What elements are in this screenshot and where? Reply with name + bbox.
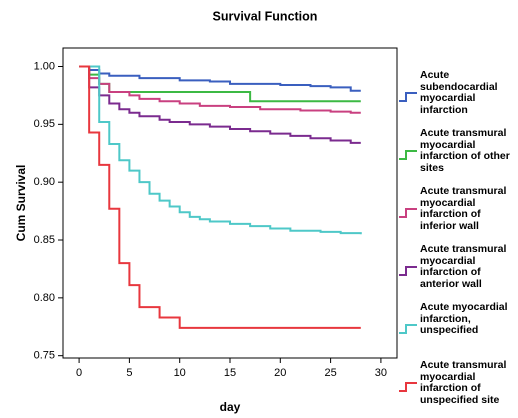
x-tick-label: 30 (375, 367, 387, 379)
legend-swatch (399, 382, 417, 392)
x-tick-label: 15 (224, 367, 236, 379)
chart-title: Survival Function (213, 9, 318, 23)
legend-label: Acute transmural myocardial infarction o… (420, 243, 507, 290)
legend-swatch (399, 266, 417, 276)
x-tick-label: 5 (126, 367, 132, 379)
legend-item: Acute transmural myocardial infarction o… (398, 359, 516, 417)
y-axis-label: Cum Survival (14, 165, 28, 242)
legend-item: Acute transmural myocardial infarction o… (398, 185, 516, 243)
legend-label: Acute transmural myocardial infarction o… (420, 127, 510, 174)
survival-line (79, 65, 361, 114)
y-tick-label: 0.80 (34, 292, 55, 304)
survival-line (79, 65, 361, 144)
legend-item: Acute subendocardial myocardial infarcti… (398, 69, 516, 127)
x-tick-label: 20 (274, 367, 286, 379)
legend-item: Acute transmural myocardial infarction o… (398, 127, 516, 185)
y-tick-label: 0.75 (34, 350, 55, 362)
y-tick-label: 0.90 (34, 176, 55, 188)
legend-item: Acute myocardial infarction, unspecified (398, 301, 516, 359)
x-tick-label: 25 (324, 367, 336, 379)
legend-swatch (399, 150, 417, 160)
legend-item: Acute transmural myocardial infarction o… (398, 243, 516, 301)
legend-line (399, 150, 417, 160)
x-tick-label: 10 (174, 367, 186, 379)
legend-swatch (399, 92, 417, 102)
y-tick-label: 1.00 (34, 60, 55, 72)
survival-line (79, 65, 361, 92)
legend-label: Acute subendocardial myocardial infarcti… (420, 69, 498, 116)
legend-label: Acute myocardial infarction, unspecified (420, 301, 508, 336)
y-tick-label: 0.95 (34, 118, 55, 130)
legend-line (399, 266, 417, 276)
legend-line (399, 382, 417, 392)
x-axis-label: day (220, 400, 241, 414)
x-tick-label: 0 (76, 367, 82, 379)
legend: Acute subendocardial myocardial infarcti… (398, 69, 516, 418)
survival-line (79, 65, 361, 103)
legend-line (399, 324, 417, 334)
legend-line (399, 92, 417, 102)
survival-line (79, 65, 361, 329)
y-tick-label: 0.85 (34, 234, 55, 246)
legend-label: Acute transmural myocardial infarction o… (420, 185, 507, 232)
legend-swatch (399, 208, 417, 218)
legend-swatch (399, 324, 417, 334)
legend-label: Acute transmural myocardial infarction o… (420, 359, 507, 406)
plot-frame (62, 47, 398, 359)
legend-line (399, 208, 417, 218)
survival-line (79, 65, 362, 235)
